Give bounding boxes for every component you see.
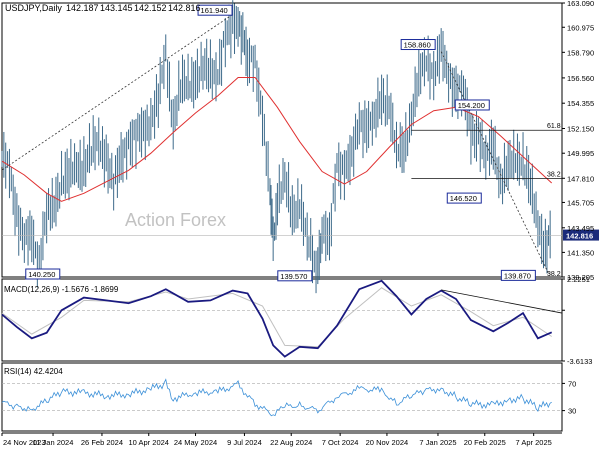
price-axis-tick-label: 154.355 bbox=[567, 99, 594, 108]
time-axis-tick-label: 26 Feb 2024 bbox=[81, 438, 123, 447]
time-axis-tick-label: 20 Feb 2025 bbox=[464, 438, 506, 447]
peak-label: 146.520 bbox=[450, 194, 477, 203]
price-axis-tick-label: 139.205 bbox=[567, 273, 594, 282]
time-axis-tick-label: 10 Apr 2024 bbox=[129, 438, 169, 447]
macd-title: MACD(12,26,9) -1.5676 -1.8699 bbox=[4, 285, 119, 294]
ohlc-open: 142.187 bbox=[66, 3, 99, 13]
peak-label-box bbox=[500, 269, 536, 281]
fib-level-label: 38.2 bbox=[547, 171, 561, 178]
time-axis-tick-label: 9 Jul 2024 bbox=[227, 438, 262, 447]
peak-label: 139.570 bbox=[280, 272, 307, 281]
trend-line-down bbox=[440, 51, 550, 276]
price-axis-tick-label: 141.350 bbox=[567, 248, 594, 257]
price-bars bbox=[1, 0, 551, 294]
rsi-line bbox=[1, 378, 552, 417]
peak-label-box bbox=[277, 270, 313, 282]
macd-line bbox=[1, 279, 553, 358]
macd-axis-tick-label: 2.2251 bbox=[567, 275, 590, 284]
peak-label: 139.870 bbox=[504, 271, 531, 280]
peak-label-box bbox=[454, 99, 490, 111]
peak-label-box bbox=[446, 192, 482, 204]
fib-level-label: 61.8 bbox=[547, 123, 561, 130]
price-axis-tick-label: 145.705 bbox=[567, 198, 594, 207]
rsi-title: RSI(14) 42.4204 bbox=[4, 367, 63, 376]
peak-label: 154.200 bbox=[458, 101, 485, 110]
rsi-axis-tick-label: 30 bbox=[568, 407, 576, 416]
marks-layer bbox=[1, 0, 599, 417]
time-axis-tick-label: 7 Apr 2025 bbox=[516, 438, 552, 447]
price-axis-tick-label: 147.810 bbox=[567, 174, 594, 183]
price-axis-tick-label: 158.790 bbox=[567, 48, 594, 57]
price-axis-tick-label: 143.495 bbox=[567, 224, 594, 233]
macd-axis-tick-label: -3.6133 bbox=[567, 357, 592, 366]
peak-label-box bbox=[400, 39, 436, 51]
moving-average-line bbox=[1, 77, 553, 202]
trend-line-up bbox=[1, 13, 234, 171]
time-axis-tick-label: 7 Jan 2025 bbox=[419, 438, 456, 447]
price-axis-tick-label: 160.975 bbox=[567, 23, 594, 32]
watermark: Action Forex bbox=[125, 210, 226, 230]
price-axis-tick-label: 163.090 bbox=[567, 0, 594, 8]
labels-layer: USDJPY,Daily 142.187 143.145 142.152 142… bbox=[3, 0, 594, 447]
time-axis-tick-label: 24 Nov 2023 bbox=[3, 438, 46, 447]
time-axis-tick-label: 20 Nov 2024 bbox=[366, 438, 409, 447]
time-axis-tick-label: 24 May 2024 bbox=[174, 438, 217, 447]
ohlc-high: 143.145 bbox=[100, 3, 133, 13]
ohlc-low: 142.152 bbox=[134, 3, 167, 13]
peak-label: 140.250 bbox=[28, 270, 55, 279]
peak-label: 158.860 bbox=[404, 41, 431, 50]
peak-label-box bbox=[197, 4, 233, 16]
price-axis-tick-label: 152.150 bbox=[567, 124, 594, 133]
price-axis-tick-label: 156.560 bbox=[567, 74, 594, 83]
peak-label-box bbox=[25, 268, 61, 280]
fib-level-label: 38.2 bbox=[547, 271, 561, 278]
rsi-pane-frame bbox=[1, 362, 563, 432]
chart-title: USDJPY,Daily bbox=[5, 3, 62, 13]
time-axis-tick-label: 22 Aug 2024 bbox=[270, 438, 312, 447]
macd-trend-line bbox=[441, 289, 563, 314]
current-price-tag bbox=[563, 229, 599, 241]
rsi-axis-tick-label: 70 bbox=[568, 379, 576, 388]
current-price-tag-label: 142.816 bbox=[566, 232, 593, 241]
peak-label: 161.940 bbox=[201, 6, 228, 15]
time-axis-tick-label: 7 Oct 2024 bbox=[322, 438, 359, 447]
macd-signal-line bbox=[1, 287, 552, 348]
time-axis-tick-label: 11 Jan 2024 bbox=[33, 438, 74, 447]
ohlc-close: 142.816 bbox=[168, 3, 201, 13]
price-axis-tick-label: 149.995 bbox=[567, 149, 594, 158]
